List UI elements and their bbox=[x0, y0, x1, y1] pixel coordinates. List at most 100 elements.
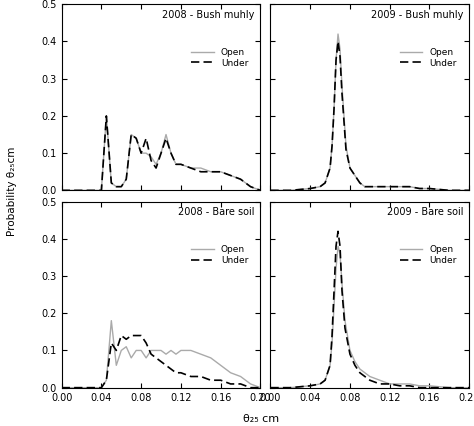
Under bbox=[148, 351, 154, 357]
Under bbox=[466, 188, 472, 193]
Under bbox=[59, 385, 64, 390]
Open bbox=[287, 385, 293, 390]
Open bbox=[188, 348, 194, 353]
Under bbox=[238, 381, 244, 386]
Open bbox=[337, 46, 343, 52]
Legend: Open, Under: Open, Under bbox=[189, 243, 250, 267]
Open bbox=[397, 184, 402, 189]
Open bbox=[89, 188, 94, 193]
Open bbox=[198, 351, 204, 357]
Open bbox=[367, 374, 373, 379]
Under bbox=[99, 188, 104, 193]
Under bbox=[248, 385, 254, 390]
Open bbox=[123, 344, 129, 349]
Open bbox=[109, 180, 114, 185]
Under bbox=[208, 378, 214, 383]
Open bbox=[333, 58, 339, 63]
Open bbox=[178, 162, 184, 167]
Open bbox=[238, 374, 244, 379]
Open bbox=[327, 165, 333, 170]
Under bbox=[143, 340, 149, 345]
Open bbox=[317, 381, 323, 386]
Under bbox=[258, 188, 264, 193]
Open bbox=[113, 363, 119, 368]
Open bbox=[377, 378, 383, 383]
Under bbox=[397, 383, 402, 389]
Under bbox=[329, 333, 335, 338]
Under bbox=[158, 151, 164, 156]
Under bbox=[118, 184, 124, 189]
Open bbox=[387, 184, 392, 189]
Open bbox=[198, 165, 204, 170]
Under bbox=[362, 184, 368, 189]
Under bbox=[342, 325, 348, 331]
Legend: Open, Under: Open, Under bbox=[398, 46, 459, 69]
Text: 2008 - Bush muhly: 2008 - Bush muhly bbox=[162, 10, 255, 20]
Under bbox=[357, 370, 363, 375]
Open bbox=[407, 381, 412, 386]
Under bbox=[335, 229, 341, 234]
Under bbox=[331, 106, 337, 111]
Open bbox=[307, 383, 313, 389]
Under bbox=[322, 378, 328, 383]
Open bbox=[238, 177, 244, 182]
Open bbox=[317, 184, 323, 189]
Open bbox=[357, 180, 363, 185]
Open bbox=[417, 383, 422, 389]
Under bbox=[89, 188, 94, 193]
Under bbox=[352, 363, 358, 368]
Open bbox=[352, 359, 358, 364]
Under bbox=[138, 333, 144, 338]
Under bbox=[417, 186, 422, 191]
Line: Open: Open bbox=[270, 246, 469, 388]
Open bbox=[93, 385, 99, 390]
Open bbox=[103, 378, 109, 383]
Line: Under: Under bbox=[62, 336, 261, 388]
Open bbox=[218, 363, 224, 368]
Under bbox=[128, 333, 134, 338]
Open bbox=[447, 188, 452, 193]
Under bbox=[128, 132, 134, 137]
Open bbox=[118, 184, 124, 189]
Under bbox=[99, 385, 104, 390]
Open bbox=[335, 244, 341, 249]
Under bbox=[466, 385, 472, 390]
Under bbox=[228, 173, 234, 178]
Under bbox=[143, 136, 149, 141]
Under bbox=[367, 184, 373, 189]
Open bbox=[267, 188, 273, 193]
Under bbox=[287, 188, 293, 193]
Under bbox=[198, 374, 204, 379]
Open bbox=[173, 162, 179, 167]
Open bbox=[258, 188, 264, 193]
Under bbox=[331, 288, 337, 294]
Open bbox=[343, 143, 349, 148]
Under bbox=[133, 333, 139, 338]
Open bbox=[427, 186, 432, 191]
Under bbox=[218, 378, 224, 383]
Under bbox=[347, 165, 353, 170]
Under bbox=[367, 378, 373, 383]
Under bbox=[188, 374, 194, 379]
Under bbox=[153, 355, 159, 360]
Under bbox=[123, 337, 129, 342]
Under bbox=[188, 165, 194, 170]
Legend: Open, Under: Open, Under bbox=[189, 46, 250, 69]
Line: Under: Under bbox=[270, 41, 469, 190]
Text: Probability θ₂₅cm: Probability θ₂₅cm bbox=[7, 147, 17, 236]
Open bbox=[347, 165, 353, 170]
Under bbox=[337, 54, 343, 59]
Open bbox=[133, 348, 139, 353]
Under bbox=[317, 381, 323, 386]
Open bbox=[168, 151, 174, 156]
Open bbox=[138, 348, 144, 353]
Open bbox=[188, 165, 194, 170]
Open bbox=[59, 385, 64, 390]
Line: Under: Under bbox=[270, 231, 469, 388]
Open bbox=[118, 348, 124, 353]
Open bbox=[143, 355, 149, 360]
Open bbox=[79, 385, 84, 390]
Under bbox=[377, 184, 383, 189]
Under bbox=[407, 383, 412, 389]
Open bbox=[258, 385, 264, 390]
